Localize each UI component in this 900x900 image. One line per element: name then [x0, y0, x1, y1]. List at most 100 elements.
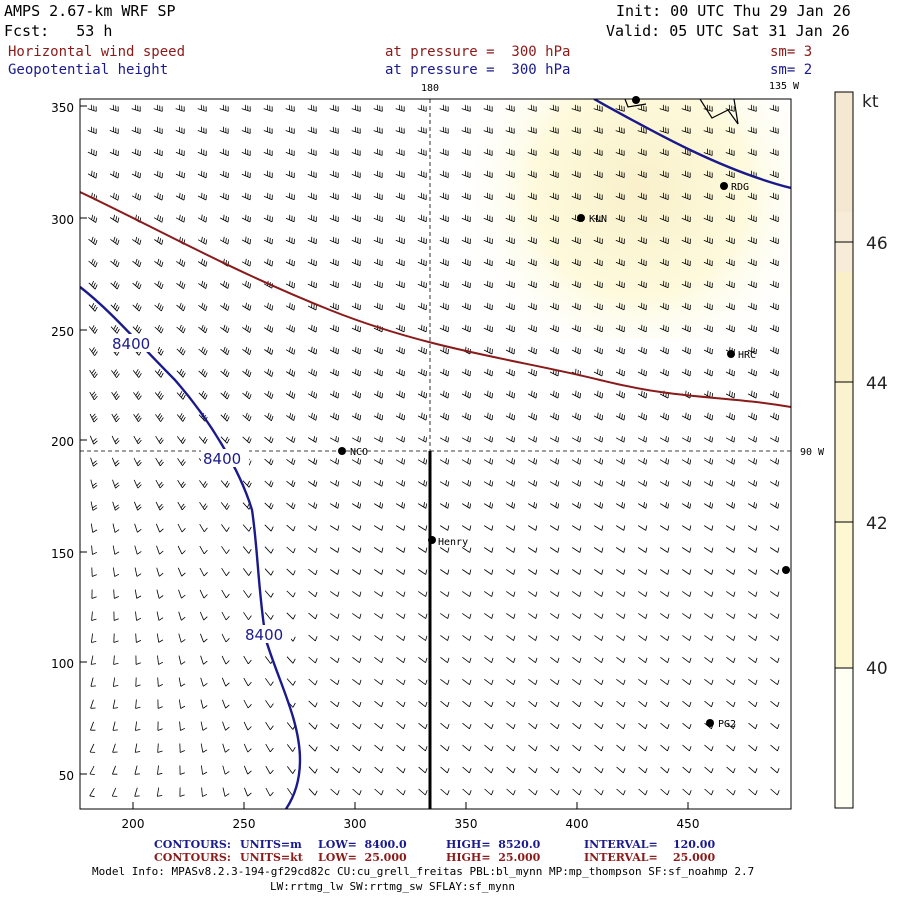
- wind-barb: [417, 368, 427, 377]
- wind-barb: [439, 192, 449, 200]
- wind-barb: [351, 104, 361, 112]
- wind-barb: [748, 788, 758, 796]
- wind-barb: [329, 192, 339, 200]
- wind-barb: [155, 479, 164, 489]
- colorbar-unit: kt: [862, 92, 879, 112]
- wind-barb: [175, 170, 185, 179]
- wind-barb: [704, 635, 714, 641]
- wind-barb: [131, 148, 141, 157]
- wind-barb: [483, 192, 493, 200]
- wind-barb: [769, 324, 779, 333]
- wind-barb: [703, 214, 713, 223]
- x-tick-label: 300: [344, 817, 367, 831]
- wind-barb: [483, 480, 494, 487]
- wind-barb: [329, 480, 340, 487]
- wind-barb: [156, 787, 163, 797]
- wind-barb: [549, 390, 559, 399]
- wind-barb: [527, 412, 538, 421]
- wind-barb: [352, 744, 362, 752]
- wind-barb: [351, 280, 361, 289]
- field2-pressure: at pressure = 300 hPa: [385, 62, 571, 78]
- station-marker: [428, 536, 436, 544]
- wind-barb: [528, 613, 538, 619]
- wind-barb: [527, 436, 537, 443]
- wind-barb: [572, 700, 582, 708]
- field1-smoothing: sm= 3: [770, 44, 813, 60]
- wind-barb: [615, 525, 626, 531]
- wind-barb: [396, 678, 406, 686]
- wind-barb: [527, 192, 537, 200]
- wind-barb: [308, 700, 318, 708]
- wind-barb: [769, 104, 779, 112]
- wind-barb: [263, 192, 273, 201]
- wind-barb: [593, 104, 603, 112]
- wind-barb: [748, 613, 758, 619]
- wind-barb: [157, 721, 163, 731]
- wind-barb: [770, 700, 780, 708]
- station-label-hrc: HRC: [738, 350, 756, 361]
- wind-barb: [549, 104, 559, 112]
- wind-barb: [549, 480, 560, 487]
- wind-barb: [527, 236, 537, 245]
- wind-barb: [418, 744, 428, 752]
- wind-barb: [264, 436, 274, 444]
- wind-barb: [307, 436, 318, 443]
- wind-barb: [638, 744, 648, 752]
- wind-barb: [351, 458, 362, 465]
- wind-barb: [243, 721, 252, 731]
- station-marker: [720, 182, 728, 190]
- station-marker: [782, 566, 790, 574]
- wind-barb: [395, 412, 406, 421]
- wind-barb: [417, 324, 427, 333]
- wind-barb: [200, 721, 208, 731]
- wind-barb: [220, 346, 230, 356]
- wind-barb: [769, 502, 780, 509]
- wind-barb: [637, 458, 648, 465]
- wind-barb: [571, 170, 581, 178]
- wind-barb: [527, 346, 537, 355]
- wind-barb: [201, 765, 208, 775]
- wind-barb: [396, 569, 406, 575]
- wind-barb: [484, 591, 494, 597]
- wind-barb: [243, 655, 252, 665]
- wind-barb: [221, 633, 230, 643]
- wind-barb: [506, 678, 516, 686]
- wind-barb: [307, 280, 317, 289]
- wind-barb: [330, 722, 340, 730]
- wind-barb: [703, 346, 713, 355]
- station-label-rdg: RDG: [731, 182, 749, 193]
- wind-barb: [484, 700, 494, 708]
- wind-barb: [221, 677, 230, 687]
- wind-barb: [199, 589, 208, 599]
- wind-barb: [616, 656, 626, 664]
- wind-barb: [703, 170, 713, 178]
- wind-barb: [638, 678, 648, 686]
- wind-barb: [615, 192, 625, 200]
- wind-barb: [747, 324, 757, 333]
- wind-barb: [200, 743, 208, 753]
- wind-barb: [263, 258, 273, 267]
- wind-barb: [91, 589, 97, 599]
- wind-barb: [659, 412, 670, 421]
- wind-barb: [395, 502, 406, 509]
- wind-barb: [373, 192, 383, 200]
- wind-barb: [439, 390, 449, 399]
- contour-label: 8400: [245, 626, 283, 644]
- colorbar-segment: [835, 92, 853, 212]
- wind-barb: [484, 569, 494, 575]
- wind-barb: [153, 126, 163, 134]
- wind-barb: [439, 302, 449, 311]
- wind-barb: [616, 700, 626, 708]
- wind-barb: [747, 436, 757, 443]
- wind-barb: [439, 525, 450, 531]
- wind-barb: [506, 635, 516, 641]
- wind-barb: [616, 678, 626, 686]
- wind-barb: [89, 347, 98, 356]
- wind-barb: [308, 788, 318, 796]
- wind-barb: [506, 569, 516, 575]
- wind-barb: [748, 700, 758, 708]
- wind-barb: [374, 613, 384, 619]
- wind-barb: [505, 324, 515, 333]
- wind-barb: [593, 346, 603, 355]
- wind-barb: [528, 591, 538, 597]
